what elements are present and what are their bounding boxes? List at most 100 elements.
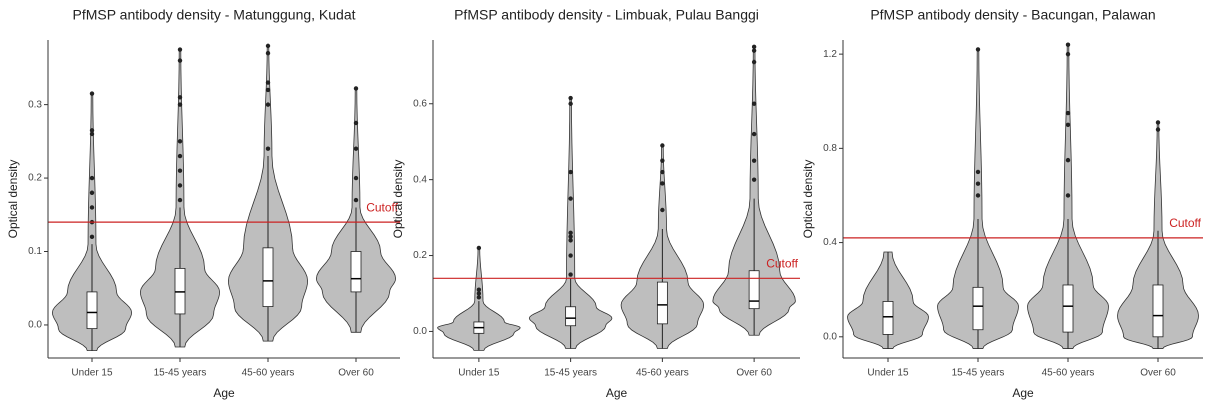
outlier [476, 291, 482, 296]
x-axis-label: Age [1012, 386, 1034, 400]
y-axis-label: Optical density [801, 160, 815, 239]
outlier [177, 95, 183, 100]
outlier [660, 143, 665, 148]
x-tick-label: Over 60 [338, 368, 374, 379]
outlier [568, 196, 573, 201]
outlier [177, 168, 183, 173]
box [565, 306, 577, 327]
outlier [177, 139, 183, 144]
outlier [353, 197, 359, 203]
outlier [265, 87, 271, 93]
y-tick-label: 0.2 [413, 250, 427, 261]
y-tick-label: 0.3 [28, 99, 42, 110]
outlier [1065, 122, 1071, 128]
x-tick-label: Under 15 [867, 368, 909, 379]
x-tick-label: 45-60 years [1042, 368, 1095, 379]
y-tick-label: 0.8 [823, 143, 837, 154]
y-tick-label: 1.2 [823, 49, 837, 60]
outlier [568, 253, 573, 258]
outlier [1065, 157, 1071, 163]
outlier [975, 169, 981, 175]
outlier [568, 234, 573, 239]
box [656, 281, 668, 325]
x-axis-label: Age [606, 386, 628, 400]
y-tick-label: 0.6 [413, 98, 427, 109]
y-tick-label: 0.0 [413, 326, 427, 337]
box [882, 301, 894, 335]
outlier [265, 102, 271, 107]
outlier [476, 287, 482, 292]
box [972, 286, 984, 331]
outlier [265, 51, 271, 56]
y-tick-label: 0.2 [28, 173, 42, 184]
cutoff-label: Cutoff [1169, 216, 1201, 230]
outlier [568, 272, 573, 277]
outlier [177, 58, 183, 63]
outlier [177, 47, 183, 52]
chart-title: PfMSP antibody density - Limbuak, Pulau … [454, 7, 759, 23]
outlier [1155, 127, 1161, 132]
outlier [265, 80, 271, 85]
outlier [568, 169, 573, 175]
x-tick-label: Over 60 [736, 368, 772, 379]
x-tick-label: Under 15 [71, 368, 113, 379]
outlier [177, 183, 183, 188]
outlier [751, 131, 757, 137]
outlier [660, 158, 665, 163]
box [1152, 284, 1164, 338]
box [86, 291, 98, 330]
outlier [177, 197, 183, 203]
outlier [660, 207, 665, 213]
x-tick-label: 45-60 years [636, 368, 689, 379]
outlier [265, 146, 271, 151]
outlier [89, 190, 95, 195]
outlier [89, 131, 95, 137]
outlier [751, 177, 757, 182]
outlier [89, 234, 95, 240]
outlier [89, 175, 95, 181]
outlier [89, 91, 95, 96]
y-tick-label: 0.4 [413, 174, 427, 185]
y-tick-label: 0.4 [823, 237, 837, 248]
outlier [353, 175, 359, 181]
x-tick-label: 15-45 years [952, 368, 1005, 379]
y-tick-label: 0.1 [28, 246, 42, 257]
outlier [975, 47, 981, 52]
outlier [568, 238, 573, 243]
chart-title: PfMSP antibody density - Bacungan, Palaw… [870, 7, 1155, 23]
box [262, 247, 274, 307]
outlier [568, 230, 573, 235]
outlier [177, 102, 183, 107]
box [748, 270, 760, 310]
outlier [89, 205, 95, 210]
outlier [265, 43, 271, 49]
outlier [751, 44, 757, 50]
outlier [1155, 120, 1161, 125]
x-tick-label: Under 15 [458, 368, 500, 379]
outlier [353, 86, 359, 91]
outlier [1065, 42, 1071, 47]
x-tick-label: 15-45 years [544, 368, 597, 379]
outlier [353, 120, 359, 126]
outlier [751, 59, 757, 65]
x-tick-label: 15-45 years [154, 368, 207, 379]
outlier [568, 101, 573, 106]
x-tick-label: 45-60 years [242, 368, 295, 379]
outlier [89, 128, 95, 133]
cutoff-label: Cutoff [766, 256, 798, 270]
outlier [751, 158, 757, 163]
outlier [1065, 193, 1071, 198]
chart-title: PfMSP antibody density - Matunggung, Kud… [72, 7, 355, 23]
box [1062, 284, 1074, 333]
y-tick-label: 0.0 [823, 331, 837, 342]
x-tick-label: Over 60 [1140, 368, 1176, 379]
outlier [476, 295, 482, 300]
y-axis-label: Optical density [6, 160, 20, 239]
outlier [751, 48, 757, 53]
outlier [353, 146, 359, 151]
outlier [660, 181, 665, 186]
y-tick-label: 0.0 [28, 320, 42, 331]
outlier [1065, 110, 1071, 116]
outlier [177, 153, 183, 159]
